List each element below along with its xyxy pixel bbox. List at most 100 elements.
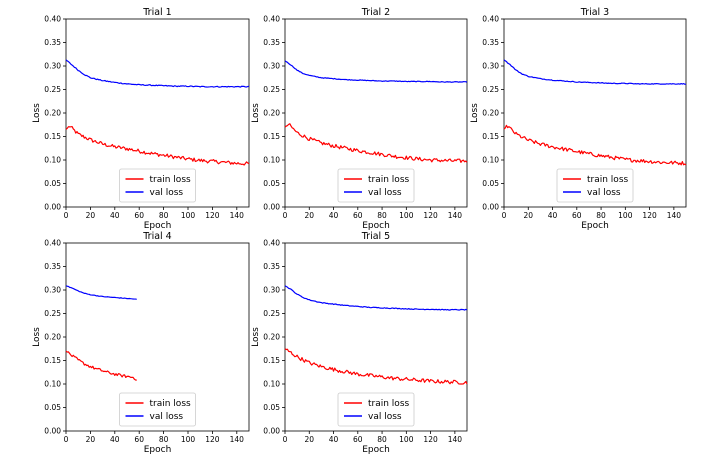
y-tick-label: 0.25 — [482, 85, 499, 94]
x-tick-label: 40 — [110, 211, 120, 220]
y-tick-label: 0.30 — [44, 286, 61, 295]
legend: train loss val loss — [119, 168, 196, 203]
x-tick-label: 0 — [502, 211, 507, 220]
x-tick-label: 80 — [159, 435, 169, 444]
x-axis-label: Epoch — [362, 221, 390, 231]
y-tick-label: 0.20 — [44, 109, 61, 118]
x-axis-label: Epoch — [144, 445, 172, 455]
x-tick-label: 100 — [618, 211, 633, 220]
subplot-trial-2: Trial 2 0 20 40 60 80 100 120 140 0.00 0.05 0.10 0.1… — [251, 7, 468, 231]
series-line-val-loss — [503, 59, 687, 85]
legend-entry: val loss — [150, 188, 184, 198]
x-tick-label: 100 — [181, 435, 196, 444]
y-tick-label: 0.20 — [263, 333, 280, 342]
legend-entry: val loss — [368, 412, 402, 422]
legend-entry: train loss — [150, 175, 192, 185]
y-tick-label: 0.40 — [44, 15, 61, 24]
x-tick-label: 100 — [399, 435, 414, 444]
y-axis-label: Loss — [251, 327, 261, 347]
y-tick-label: 0.00 — [263, 203, 280, 212]
x-tick-label: 0 — [283, 211, 288, 220]
y-axis-label: Loss — [251, 103, 261, 123]
legend-entry: train loss — [368, 175, 410, 185]
series-line-train-loss — [503, 124, 687, 166]
legend-box — [119, 392, 196, 427]
x-tick-label: 120 — [205, 211, 220, 220]
y-tick-label: 0.35 — [263, 38, 280, 47]
legend-box — [556, 168, 634, 203]
y-tick-label: 0.00 — [44, 203, 61, 212]
subplot-trial-4: Trial 4 0 20 40 60 80 100 120 140 0.00 0.05 0.10 0.1… — [32, 231, 250, 455]
x-tick-label: 80 — [377, 435, 387, 444]
y-tick-label: 0.10 — [263, 380, 280, 389]
x-tick-label: 20 — [86, 211, 96, 220]
x-tick-label: 140 — [230, 211, 245, 220]
y-tick-label: 0.40 — [263, 15, 280, 24]
subplot-title: Trial 3 — [580, 7, 609, 18]
y-tick-label: 0.15 — [263, 356, 280, 365]
legend-box — [337, 168, 415, 203]
legend-entry: train loss — [368, 399, 410, 409]
y-tick-label: 0.10 — [44, 380, 61, 389]
legend: train loss val loss — [119, 392, 196, 427]
y-tick-label: 0.00 — [263, 427, 280, 436]
y-tick-label: 0.10 — [482, 156, 499, 165]
x-tick-label: 140 — [230, 435, 245, 444]
x-axis-label: Epoch — [144, 221, 172, 231]
legend-entry: train loss — [587, 175, 629, 185]
x-tick-label: 120 — [423, 435, 438, 444]
subplot-trial-5: Trial 5 0 20 40 60 80 100 120 140 0.00 0.05 0.10 0.1… — [251, 231, 468, 455]
y-tick-label: 0.35 — [263, 262, 280, 271]
y-tick-label: 0.25 — [44, 85, 61, 94]
y-tick-label: 0.10 — [263, 156, 280, 165]
x-tick-label: 60 — [134, 435, 144, 444]
legend: train loss val loss — [556, 168, 634, 203]
x-tick-label: 20 — [304, 435, 314, 444]
subplot-trial-3: Trial 3 0 20 40 60 80 100 120 140 0.00 0.05 0.10 0.1… — [470, 7, 687, 231]
y-tick-label: 0.25 — [44, 309, 61, 318]
y-tick-label: 0.30 — [44, 62, 61, 71]
x-tick-label: 80 — [596, 211, 606, 220]
x-tick-label: 120 — [423, 211, 438, 220]
y-tick-label: 0.25 — [263, 309, 280, 318]
x-tick-label: 40 — [110, 435, 120, 444]
y-tick-label: 0.15 — [44, 132, 61, 141]
x-tick-label: 0 — [64, 211, 69, 220]
series-line-train-loss — [65, 350, 137, 381]
y-tick-label: 0.10 — [44, 156, 61, 165]
y-tick-label: 0.30 — [482, 62, 499, 71]
y-tick-label: 0.05 — [263, 179, 280, 188]
y-tick-label: 0.05 — [44, 403, 61, 412]
x-tick-label: 60 — [353, 211, 363, 220]
x-tick-label: 120 — [642, 211, 657, 220]
y-tick-label: 0.35 — [44, 38, 61, 47]
x-tick-label: 80 — [377, 211, 387, 220]
x-tick-label: 40 — [548, 211, 558, 220]
series-line-train-loss — [65, 125, 250, 166]
subplot-trial-1: Trial 1 0 20 40 60 80 100 120 140 0.00 0.05 0.10 0.1… — [32, 7, 250, 231]
y-tick-label: 0.00 — [44, 427, 61, 436]
x-tick-label: 100 — [181, 211, 196, 220]
legend: train loss val loss — [337, 168, 415, 203]
x-tick-label: 80 — [159, 211, 169, 220]
y-tick-label: 0.25 — [263, 85, 280, 94]
y-tick-label: 0.15 — [263, 132, 280, 141]
x-tick-label: 120 — [205, 435, 220, 444]
y-tick-label: 0.00 — [482, 203, 499, 212]
x-tick-label: 0 — [283, 435, 288, 444]
y-axis-label: Loss — [32, 327, 42, 347]
legend-box — [337, 392, 415, 427]
series-line-val-loss — [65, 59, 250, 88]
subplot-title: Trial 5 — [361, 231, 390, 242]
y-tick-label: 0.40 — [44, 239, 61, 248]
y-tick-label: 0.20 — [263, 109, 280, 118]
y-tick-label: 0.15 — [482, 132, 499, 141]
x-tick-label: 40 — [329, 211, 339, 220]
series-line-train-loss — [284, 348, 468, 385]
y-tick-label: 0.05 — [482, 179, 499, 188]
x-tick-label: 40 — [329, 435, 339, 444]
x-tick-label: 100 — [399, 211, 414, 220]
y-tick-label: 0.35 — [482, 38, 499, 47]
y-axis-label: Loss — [470, 103, 480, 123]
